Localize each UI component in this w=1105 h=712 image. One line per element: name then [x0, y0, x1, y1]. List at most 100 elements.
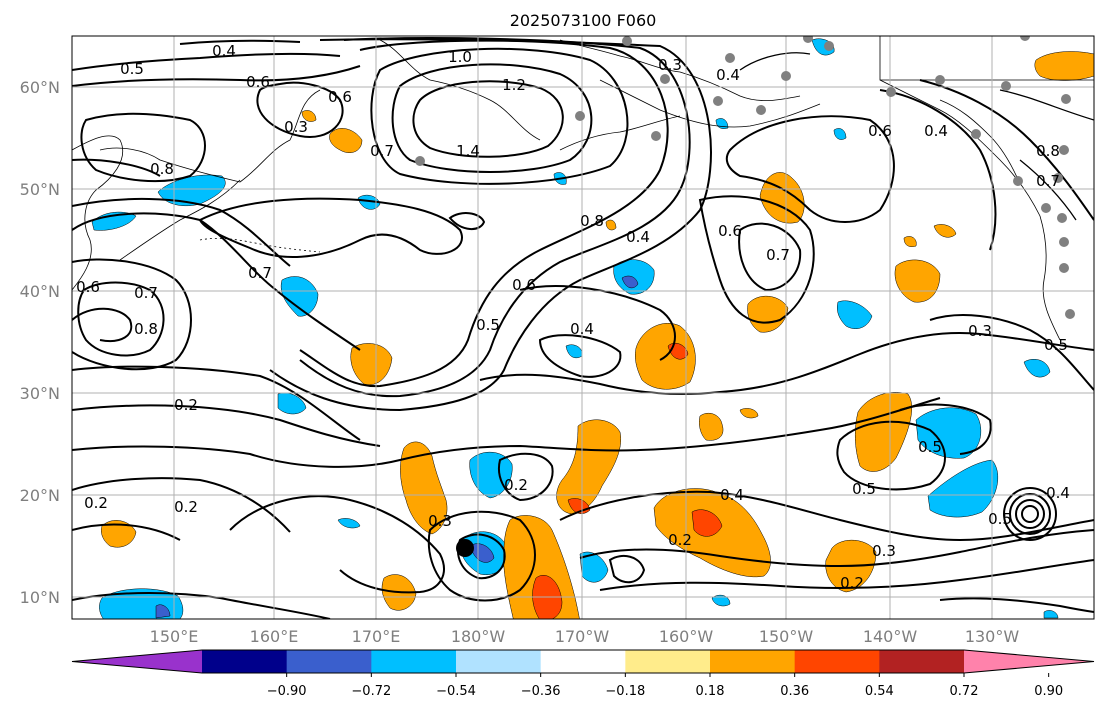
- lon-label: 160°E: [250, 627, 299, 646]
- colorbar-segment: [710, 650, 796, 673]
- contour-label: 0.2: [504, 476, 528, 494]
- contour-label: 0.6: [246, 73, 270, 91]
- station-marker: [756, 105, 766, 115]
- colorbar-tick-label: 0.90: [1034, 684, 1063, 699]
- positive-region: [759, 172, 805, 224]
- station-marker: [1013, 176, 1023, 186]
- colorbar-tick-label: 0.18: [696, 684, 725, 699]
- station-marker: [713, 96, 723, 106]
- shaded-anomaly-layer: [91, 38, 1094, 619]
- positive-region: [894, 259, 941, 303]
- contour-layer: [72, 37, 1094, 619]
- lat-label: 20°N: [20, 486, 60, 505]
- map-title: 2025073100 F060: [510, 11, 657, 30]
- contour-label: 0.4: [570, 320, 594, 338]
- positive-region: [739, 408, 759, 419]
- station-marker: [1020, 36, 1030, 41]
- negative-region: [1023, 359, 1051, 378]
- colorbar-segment: [879, 650, 965, 673]
- colorbar-tick-label: −0.36: [521, 684, 561, 699]
- colorbar-segment: [625, 650, 711, 673]
- negative-region: [469, 452, 513, 499]
- colorbar: −0.90 −0.72 −0.54 −0.36 −0.18 0.18 0.36 0.54 0.7…: [71, 649, 1095, 699]
- positive-region: [933, 224, 957, 238]
- contour-label: 0.5: [852, 480, 876, 498]
- colorbar-extend-min: [72, 650, 202, 673]
- contour-label: 0.7: [134, 284, 158, 302]
- lat-label: 50°N: [20, 180, 60, 199]
- colorbar-outline: [71, 649, 1095, 674]
- contour-label: 0.7: [248, 264, 272, 282]
- contour-label: 1.0: [448, 48, 472, 66]
- lat-label: 60°N: [20, 78, 60, 97]
- contour-label: 0.4: [212, 42, 236, 60]
- latitude-labels: 60°N 50°N 40°N 30°N 20°N 10°N: [20, 78, 60, 607]
- contour-label: 0.2: [174, 396, 198, 414]
- station-marker: [575, 111, 585, 121]
- contour-label: 0.7: [370, 142, 394, 160]
- station-marker: [1059, 237, 1069, 247]
- colorbar-tick-label: 0.36: [780, 684, 809, 699]
- station-marker: [1001, 81, 1011, 91]
- positive-region: [1034, 51, 1094, 81]
- colorbar-segment: [794, 650, 880, 673]
- contour-label: 0.4: [626, 228, 650, 246]
- station-marker: [1053, 173, 1063, 183]
- colorbar-tick-label: −0.18: [605, 684, 645, 699]
- positive-region: [400, 441, 448, 535]
- contour-labels: 0.4 0.5 0.6 1.0 1.2 0.3 0.4 0.6 0.3 0.7 …: [76, 42, 1070, 592]
- negative-region: [927, 459, 999, 518]
- positive-region: [903, 236, 917, 247]
- negative-region: [711, 594, 731, 607]
- lat-label: 30°N: [20, 384, 60, 403]
- contour-label: 0.8: [580, 212, 604, 230]
- contour-label: 1.4: [456, 142, 480, 160]
- lat-label: 10°N: [20, 588, 60, 607]
- lon-label: 130°W: [965, 627, 1020, 646]
- positive-region: [329, 128, 363, 153]
- contour-label: 0.3: [284, 118, 308, 136]
- negative-region: [337, 518, 361, 529]
- colorbar-tick-label: 0.54: [865, 684, 894, 699]
- lon-label: 150°W: [759, 627, 814, 646]
- lon-label: 170°W: [555, 627, 610, 646]
- lon-label: 140°W: [863, 627, 918, 646]
- contour-label: 0.6: [512, 276, 536, 294]
- station-marker: [415, 156, 425, 166]
- station-marker: [803, 36, 813, 43]
- colorbar-tick-label: 0.72: [950, 684, 979, 699]
- station-marker: [886, 87, 896, 97]
- station-marker: [660, 74, 670, 84]
- positive-region: [556, 419, 622, 515]
- negative-region: [357, 194, 381, 210]
- contour-label: 0.8: [134, 320, 158, 338]
- negative-region: [1043, 610, 1059, 619]
- lon-label: 150°E: [150, 627, 199, 646]
- contour-label: 0.5: [120, 60, 144, 78]
- colorbar-segment: [202, 650, 288, 673]
- map-panel: 0.4 0.5 0.6 1.0 1.2 0.3 0.4 0.6 0.3 0.7 …: [71, 35, 1095, 620]
- station-marker: [824, 41, 834, 51]
- contour-label: 0.6: [328, 88, 352, 106]
- lon-label: 170°E: [352, 627, 401, 646]
- contour-label: 0.4: [1046, 484, 1070, 502]
- colorbar-segment: [456, 650, 542, 673]
- contour-label: 0.6: [718, 222, 742, 240]
- coastline-layer: [72, 36, 1094, 341]
- contour-label: 0.3: [428, 512, 452, 530]
- contour-label: 0.4: [924, 122, 948, 140]
- contour-label: 0.2: [840, 574, 864, 592]
- contour-label: 0.8: [1036, 142, 1060, 160]
- negative-region: [155, 604, 171, 619]
- station-marker: [781, 71, 791, 81]
- contour-label: 0.2: [174, 498, 198, 516]
- colorbar-tick-label: −0.72: [351, 684, 391, 699]
- contour-label: 0.7: [766, 246, 790, 264]
- colorbar-segment: [286, 650, 372, 673]
- negative-region: [579, 551, 609, 583]
- positive-region: [350, 343, 393, 386]
- negative-region: [915, 407, 982, 459]
- contour-label: 0.3: [968, 322, 992, 340]
- colorbar-extend-max: [964, 650, 1094, 673]
- station-marker: [1041, 203, 1051, 213]
